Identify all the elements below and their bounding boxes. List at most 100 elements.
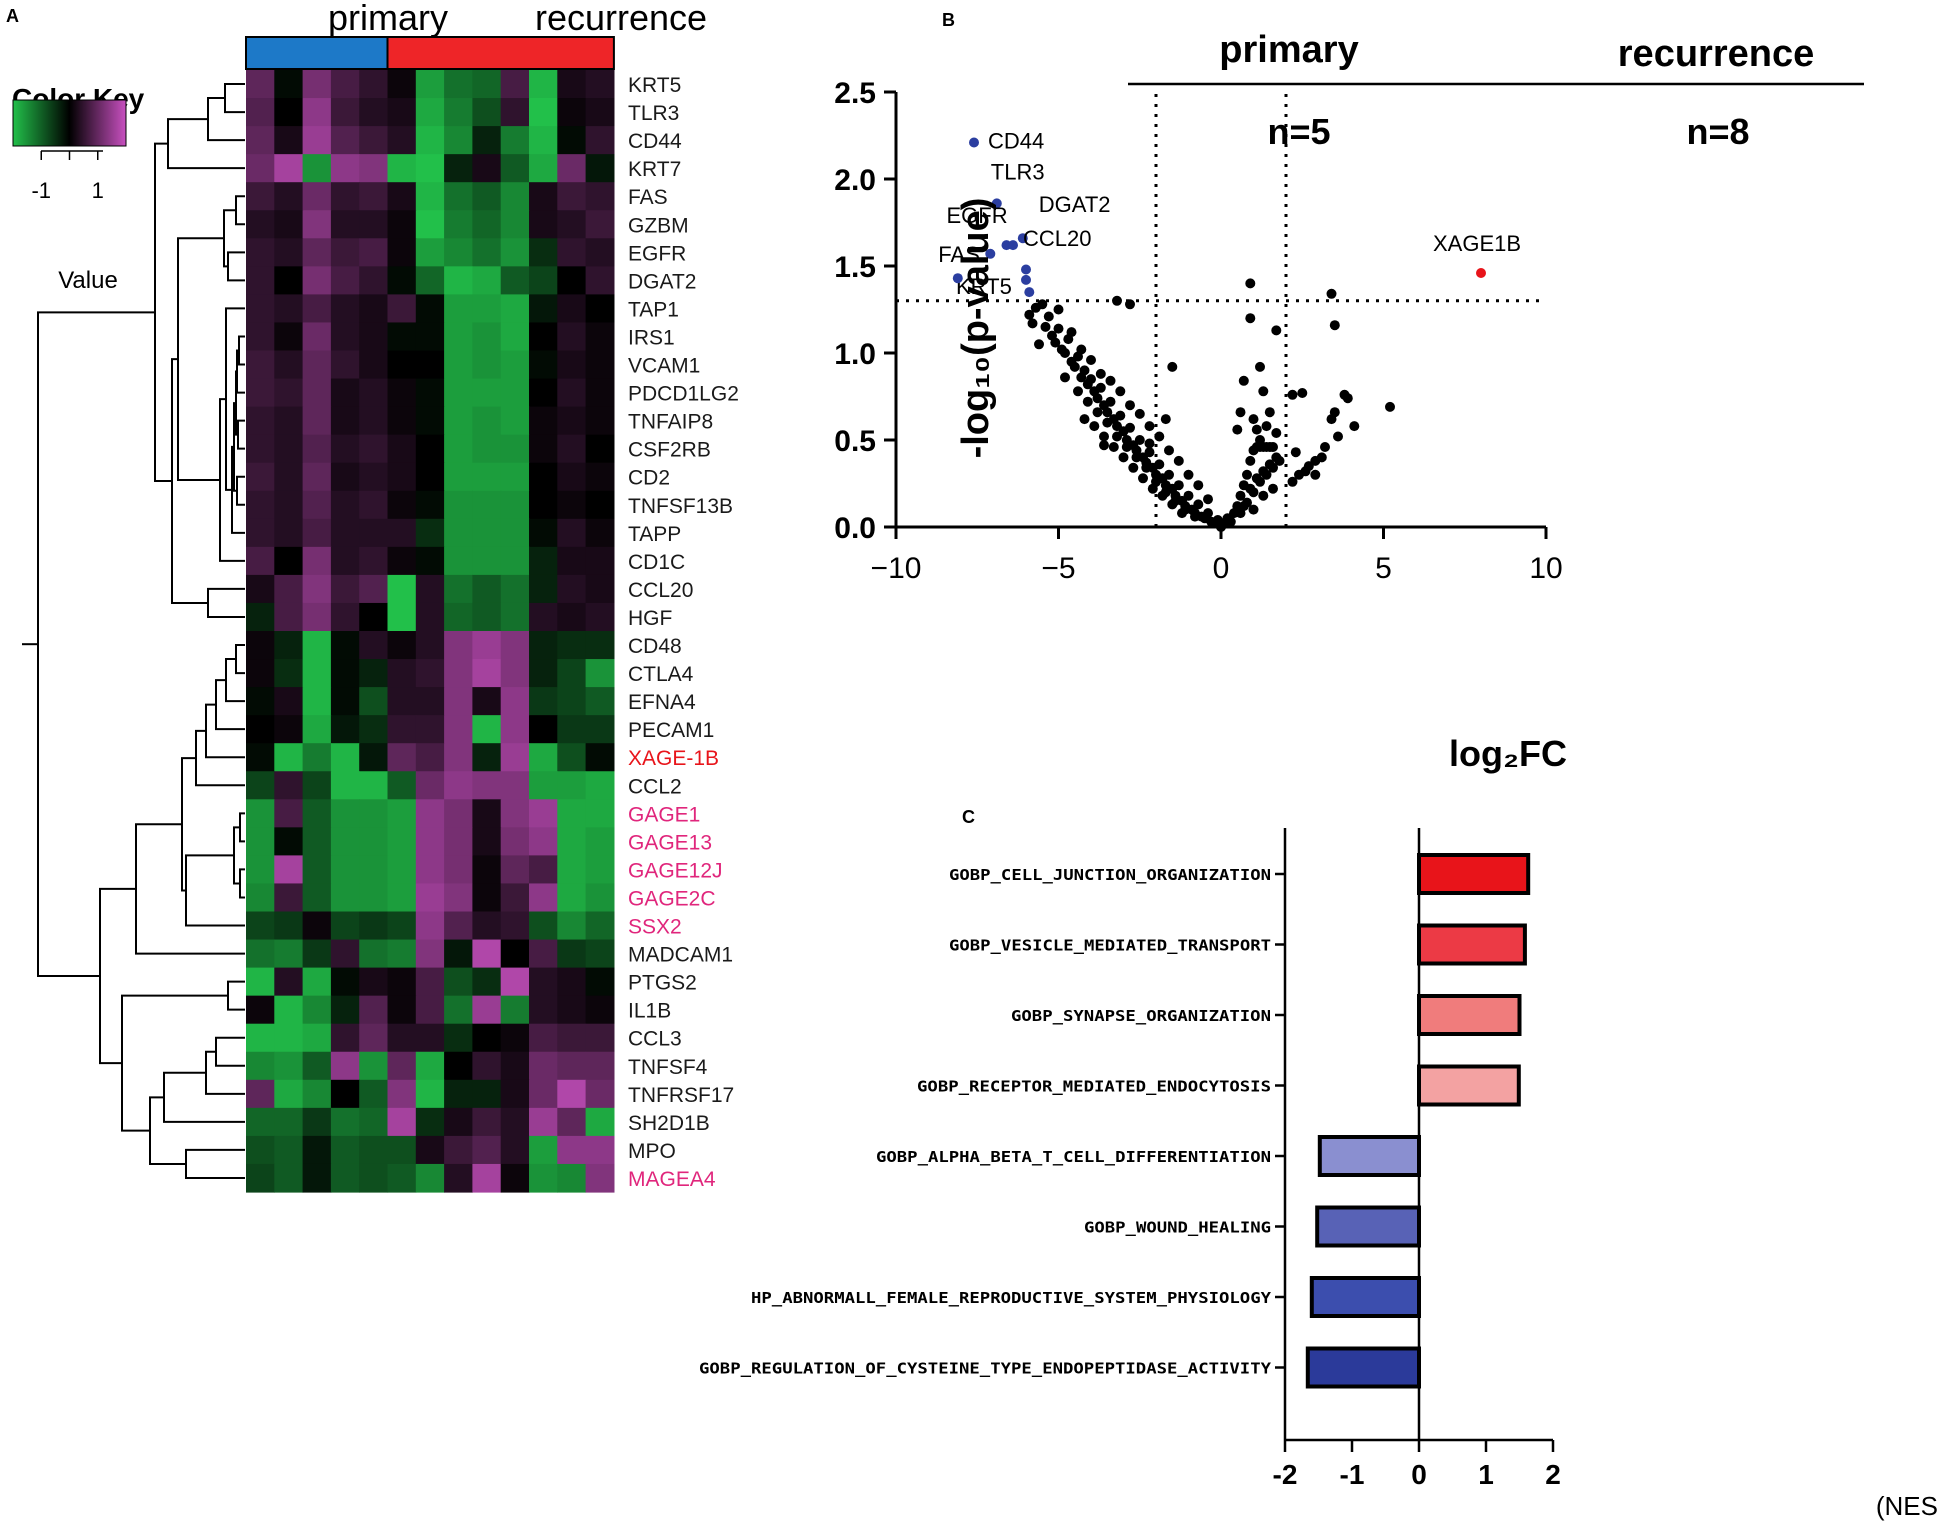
volcano-point bbox=[1297, 388, 1308, 398]
dendrogram-branch bbox=[205, 703, 245, 759]
volcano-significant-point bbox=[1017, 233, 1028, 244]
heatmap-cell bbox=[387, 855, 417, 885]
heatmap-cell bbox=[387, 1135, 417, 1165]
heatmap-cell bbox=[415, 602, 445, 632]
heatmap-cell bbox=[500, 154, 530, 183]
heatmap-cell bbox=[302, 715, 332, 744]
dendrogram-branch bbox=[235, 644, 245, 675]
heatmap-cell bbox=[500, 378, 530, 408]
heatmap-cell bbox=[387, 1079, 417, 1109]
gene-label: SH2D1B bbox=[628, 1112, 710, 1135]
heatmap-cell bbox=[529, 70, 558, 99]
heatmap-cell bbox=[359, 602, 389, 632]
heatmap-cell bbox=[585, 1163, 615, 1193]
heatmap-cell bbox=[585, 70, 615, 99]
heatmap-cell bbox=[557, 574, 587, 604]
heatmap-cell bbox=[330, 967, 360, 997]
heatmap-cell bbox=[500, 1079, 530, 1109]
heatmap-cell bbox=[274, 967, 304, 997]
heatmap-cell bbox=[387, 98, 417, 127]
heatmap-cell bbox=[472, 574, 502, 604]
heatmap-cell bbox=[444, 602, 473, 632]
nes-category-label: GOBP_RECEPTOR_MEDIATED_ENDOCYTOSIS bbox=[917, 1078, 1271, 1096]
heatmap-cell bbox=[359, 70, 389, 99]
heatmap-cell bbox=[529, 855, 558, 885]
volcano-point bbox=[1147, 483, 1158, 494]
heatmap-cell bbox=[330, 126, 360, 155]
dendrogram-branch bbox=[224, 83, 245, 114]
heatmap-cell bbox=[274, 827, 304, 856]
heatmap-cell bbox=[500, 967, 530, 997]
heatmap-cell bbox=[557, 154, 587, 183]
heatmap-cell bbox=[415, 631, 445, 660]
volcano-significant-point bbox=[1008, 240, 1018, 251]
heatmap-cell bbox=[359, 462, 389, 492]
heatmap-cell bbox=[444, 182, 473, 211]
heatmap-cell bbox=[330, 546, 360, 576]
heatmap-cell bbox=[585, 266, 615, 295]
volcano-point bbox=[1268, 442, 1278, 452]
heatmap-cell bbox=[387, 182, 417, 211]
volcano-point bbox=[1125, 400, 1135, 411]
gene-label: CD2 bbox=[628, 467, 670, 490]
heatmap-cell bbox=[246, 631, 275, 660]
volcano-point bbox=[1125, 299, 1135, 310]
heatmap-cell bbox=[557, 743, 587, 772]
dendrogram-branch bbox=[135, 823, 245, 955]
nes-category-label: HP_ABNORMALL_FEMALE_REPRODUCTIVE_SYSTEM_… bbox=[751, 1289, 1271, 1307]
dendrogram-branch bbox=[205, 1050, 245, 1095]
volcano-point bbox=[1326, 288, 1337, 299]
heatmap-cell bbox=[359, 743, 389, 772]
heatmap-cell bbox=[359, 322, 389, 352]
heatmap-cell bbox=[274, 434, 304, 464]
heatmap-cell bbox=[359, 434, 389, 464]
gene-label: CTLA4 bbox=[628, 663, 694, 686]
heatmap-cell bbox=[472, 98, 502, 127]
heatmap-cell bbox=[330, 350, 360, 380]
volcano-x-tick-label: 10 bbox=[1529, 552, 1562, 585]
heatmap-cell bbox=[585, 210, 615, 239]
heatmap-cell bbox=[246, 210, 275, 239]
heatmap-cell bbox=[529, 434, 558, 464]
heatmap-cell bbox=[274, 126, 304, 155]
heatmap-cell bbox=[302, 434, 332, 464]
heatmap-cell bbox=[302, 182, 332, 211]
heatmap-cell bbox=[472, 490, 502, 520]
volcano-y-tick-label: 1.5 bbox=[834, 251, 876, 284]
group-bar-primary bbox=[245, 36, 389, 70]
heatmap-cell bbox=[585, 743, 615, 772]
heatmap-cell bbox=[529, 154, 558, 183]
heatmap-cell bbox=[359, 490, 389, 520]
heatmap-cell bbox=[359, 687, 389, 716]
dendrogram-branch bbox=[237, 419, 245, 450]
heatmap-cell bbox=[585, 1135, 615, 1165]
heatmap-cell bbox=[472, 799, 502, 828]
heatmap-cell bbox=[246, 378, 275, 408]
heatmap-cell bbox=[415, 154, 445, 183]
dendrogram-branch bbox=[207, 97, 245, 142]
heatmap-cell bbox=[415, 659, 445, 688]
volcano-point bbox=[1193, 499, 1204, 510]
heatmap-cell bbox=[330, 743, 360, 772]
heatmap-cell bbox=[415, 1107, 445, 1137]
volcano-point bbox=[1089, 421, 1100, 432]
volcano-point bbox=[1040, 321, 1051, 332]
heatmap-cell bbox=[500, 687, 530, 716]
volcano-point bbox=[1060, 372, 1070, 383]
heatmap-cell bbox=[387, 154, 417, 183]
heatmap-cell bbox=[557, 350, 587, 380]
heatmap-cell bbox=[387, 322, 417, 352]
heatmap-cell bbox=[359, 995, 389, 1025]
volcano-point bbox=[1099, 440, 1109, 451]
heatmap-cell bbox=[415, 546, 445, 576]
heatmap-cell bbox=[529, 743, 558, 772]
heatmap-cell bbox=[415, 350, 445, 380]
heatmap-cell bbox=[529, 715, 558, 744]
dendrogram-branch bbox=[227, 251, 245, 282]
heatmap-cell bbox=[330, 855, 360, 885]
heatmap-cell bbox=[557, 855, 587, 885]
heatmap-cell bbox=[302, 1023, 332, 1053]
heatmap-cell bbox=[472, 883, 502, 913]
heatmap-cell bbox=[246, 462, 275, 492]
